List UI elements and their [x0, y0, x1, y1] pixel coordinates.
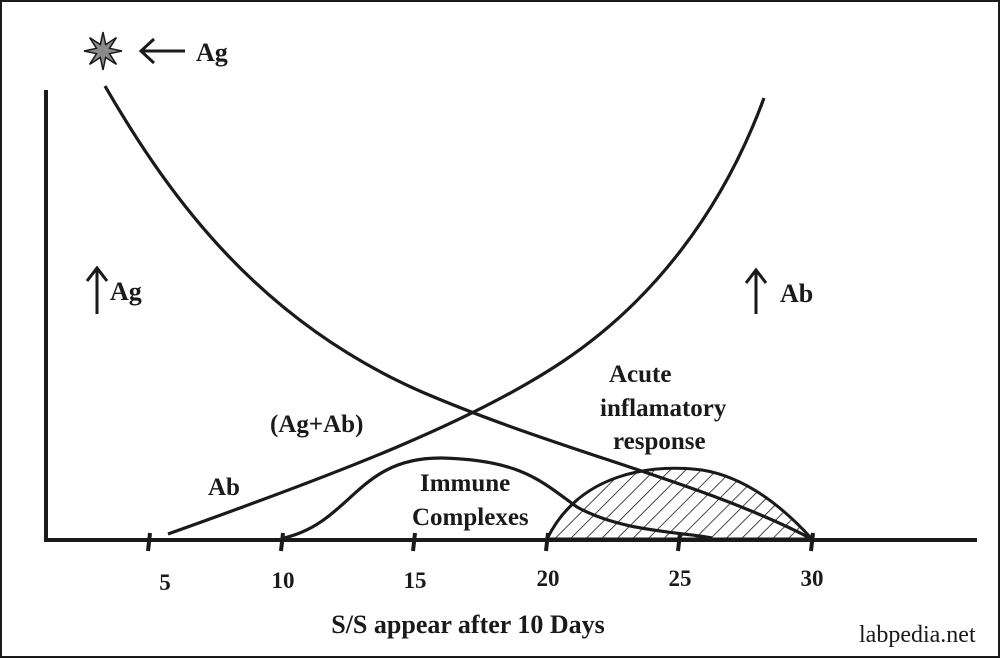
x-tick-label-25: 25	[669, 566, 692, 591]
inflammatory-label-line2: inflamatory	[600, 395, 727, 422]
x-tick-label-15: 15	[404, 568, 427, 593]
inflammatory-label-line3: response	[613, 428, 706, 455]
antibody-curve	[167, 97, 766, 536]
immune-complexes-label-line2: Complexes	[412, 504, 529, 531]
antigen-curve	[103, 85, 811, 540]
immune-complexes-curve	[283, 456, 713, 540]
inflammatory-label-line1: Acute	[609, 361, 671, 388]
up-arrow-icon	[744, 267, 768, 314]
x-tick-label-10: 10	[272, 568, 295, 593]
x-tick-label-20: 20	[537, 566, 560, 591]
star-icon	[83, 31, 123, 71]
left-arrow-icon	[138, 37, 185, 65]
right-indicator-label: Ab	[780, 279, 813, 308]
immune-complexes-label-line1: Immune	[420, 470, 510, 497]
x-axis-title: S/S appear after 10 Days	[331, 610, 605, 639]
antibody-curve-label: Ab	[208, 474, 240, 501]
x-tick-15	[411, 532, 417, 552]
left-indicator-label: Ag	[110, 277, 142, 306]
watermark: labpedia.net	[859, 622, 976, 648]
x-tick-30	[809, 532, 815, 552]
x-tick-label-5: 5	[159, 570, 171, 595]
inflammatory-response-area	[544, 466, 816, 541]
x-tick-label-30: 30	[801, 566, 824, 591]
x-tick-10	[279, 532, 285, 552]
up-arrow-icon	[85, 265, 109, 314]
x-tick-5	[146, 532, 152, 552]
antigen-marker-label: Ag	[196, 38, 228, 67]
complex-label: (Ag+Ab)	[270, 411, 363, 438]
